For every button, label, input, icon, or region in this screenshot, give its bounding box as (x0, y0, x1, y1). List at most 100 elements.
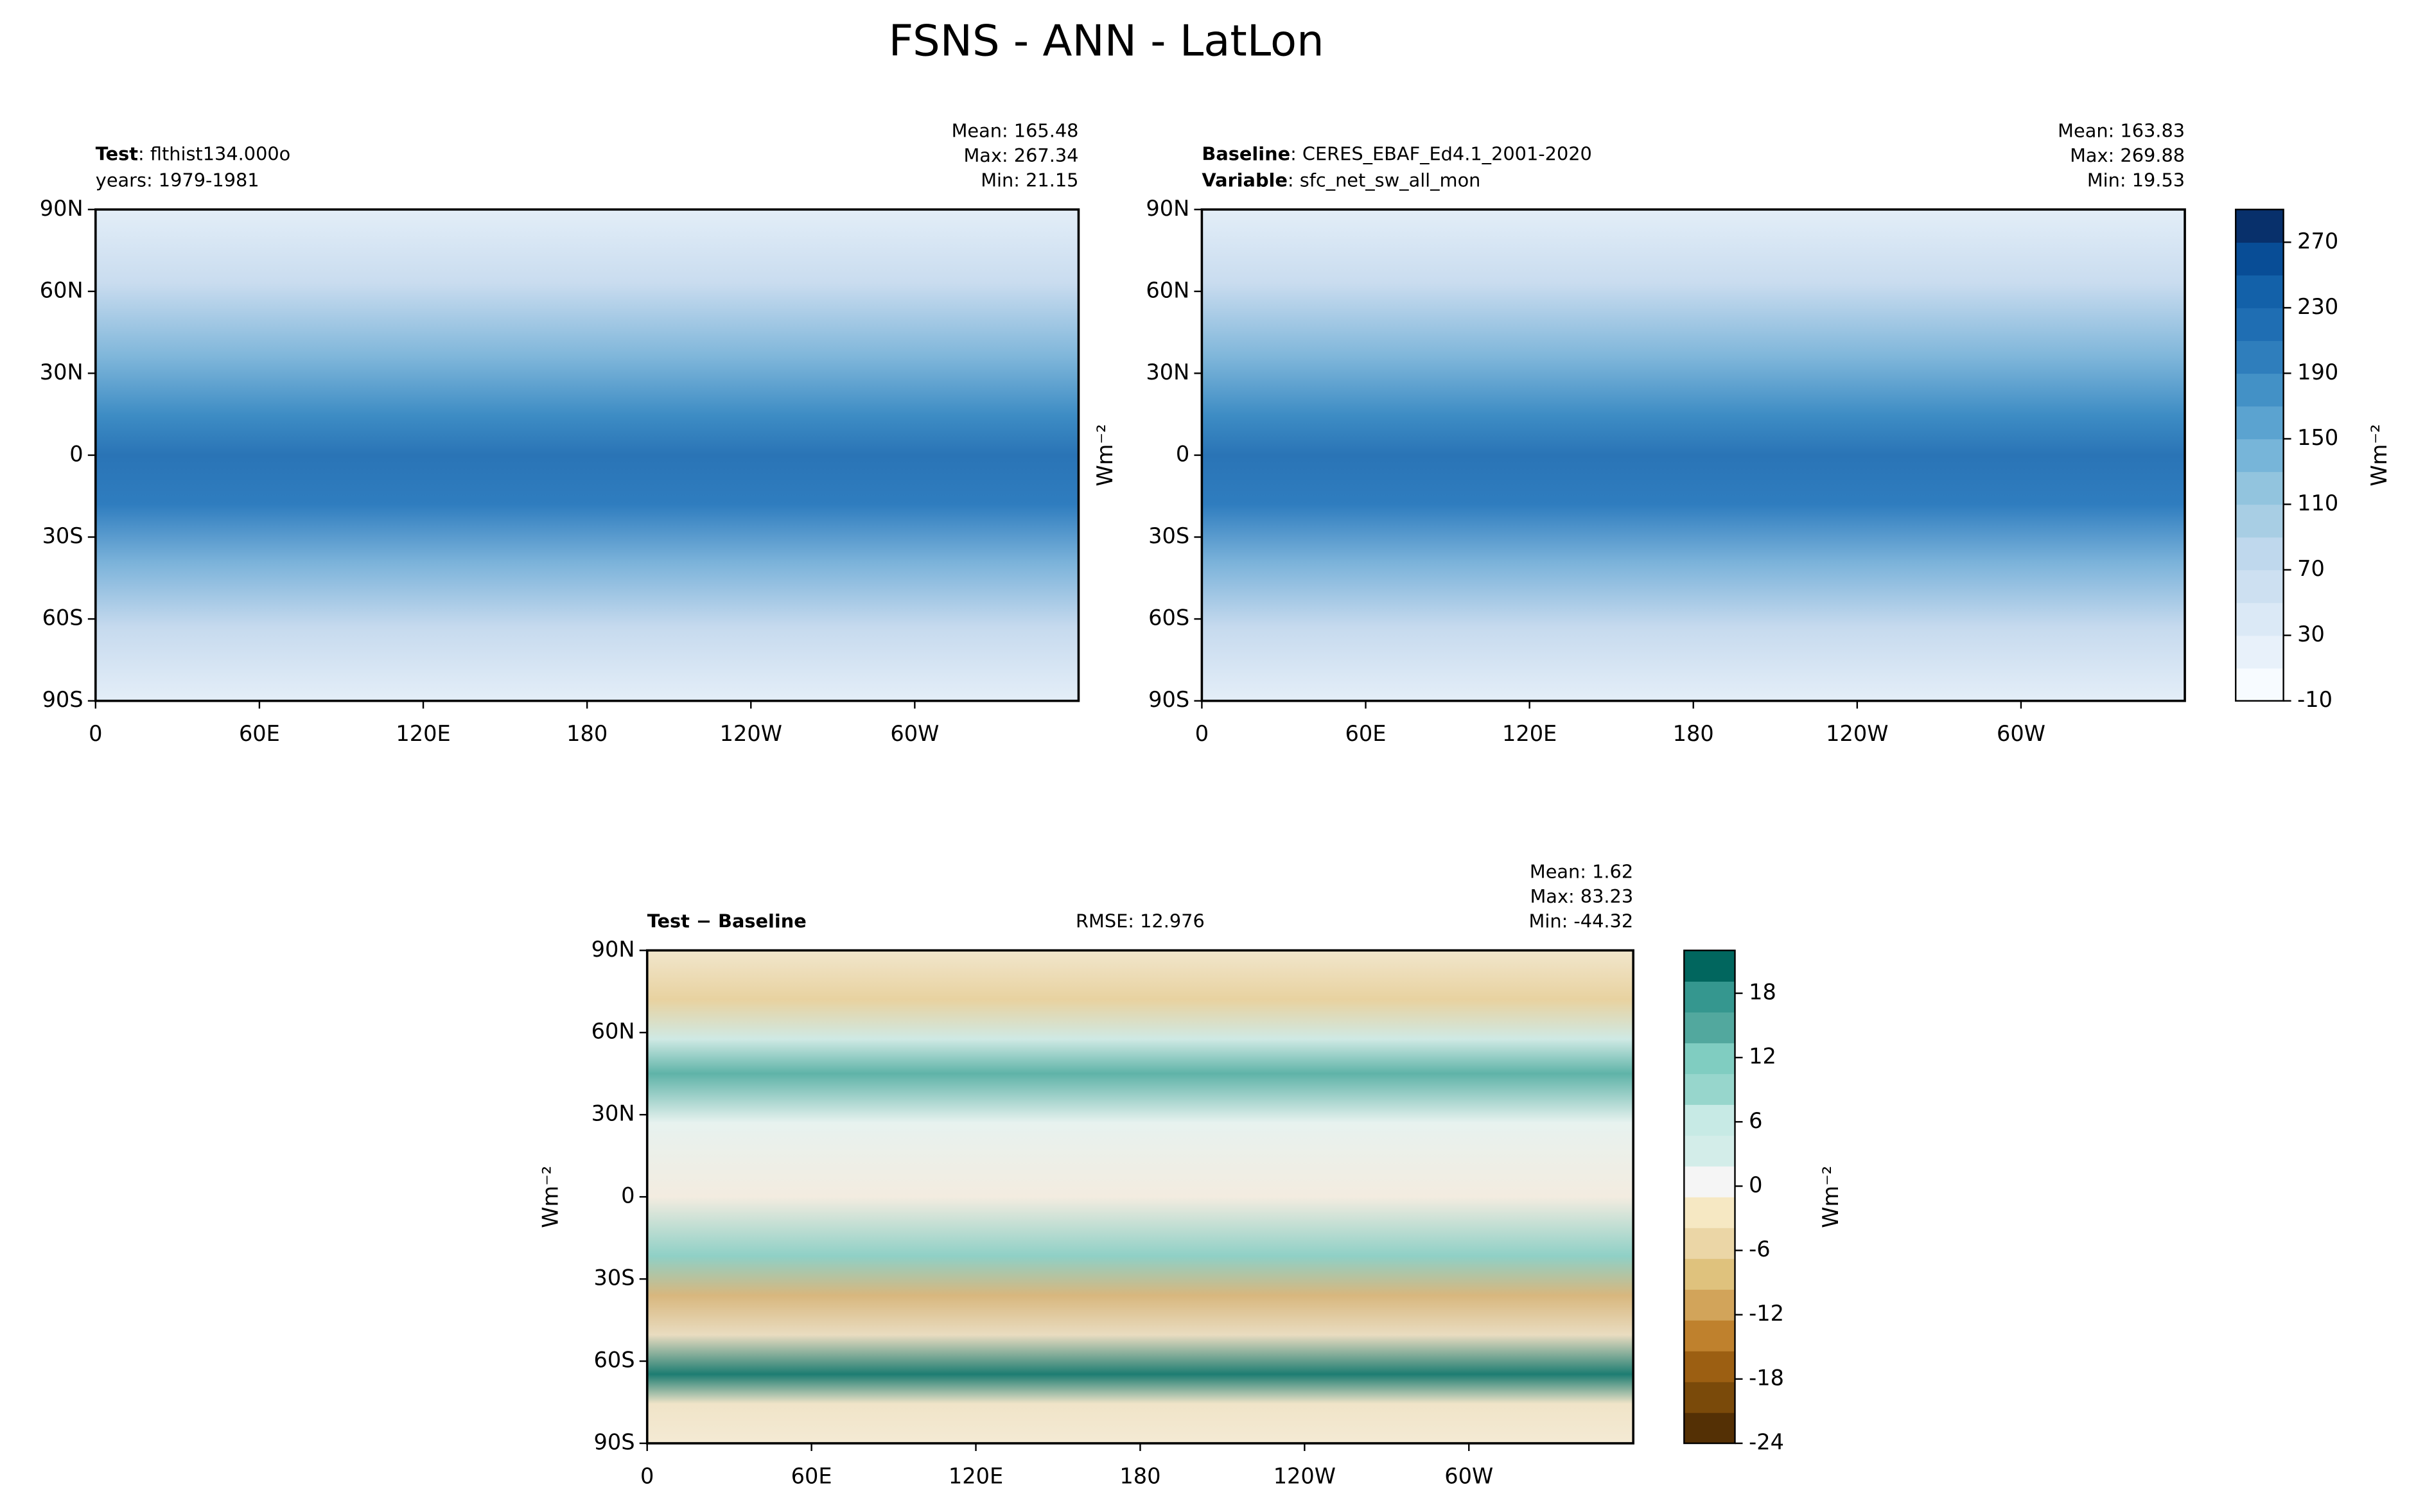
colorbar-tick-label: 110 (2297, 491, 2338, 516)
colorbar-band (2236, 373, 2284, 407)
x-tick-label: 60E (791, 1463, 832, 1488)
x-tick-label: 60W (1444, 1463, 1493, 1488)
header-right: Min: 21.15 (981, 169, 1078, 191)
header-right: Mean: 1.62 (1530, 861, 1633, 883)
colorbar-tick-label: 18 (1749, 980, 1776, 1005)
header-key: Variable (1202, 169, 1288, 191)
colorbar-tick-label: -12 (1749, 1301, 1784, 1326)
colorbar-band (1684, 1073, 1735, 1105)
x-tick-label: 120W (720, 721, 782, 746)
header-right: Min: 19.53 (2087, 169, 2185, 191)
colorbar-band (2236, 308, 2284, 342)
y-tick-label: 30N (591, 1101, 635, 1126)
colorbar-band (1684, 1104, 1735, 1136)
colorbar-band (2236, 242, 2284, 276)
colorbar-band (2236, 602, 2284, 636)
y-tick-label: 90N (40, 196, 83, 221)
colorbar-band (2236, 406, 2284, 440)
y-tick-label: 30S (1148, 523, 1189, 548)
x-tick-label: 180 (566, 721, 608, 746)
y-tick-label: 60N (1146, 277, 1189, 302)
colorbar-band (1684, 1012, 1735, 1043)
y-tick-label: 60S (1148, 605, 1189, 630)
header-right: Min: -44.32 (1529, 910, 1634, 932)
colorbar-band (2236, 275, 2284, 309)
colorbar-tick-label: 190 (2297, 360, 2338, 385)
y-tick-label: 60S (42, 605, 83, 630)
colorbar-tick-label: 12 (1749, 1044, 1776, 1069)
header-left: Baseline: CERES_EBAF_Ed4.1_2001-2020 (1202, 143, 1591, 165)
x-tick-label: 120E (396, 721, 450, 746)
colorbar-tick-label: 0 (1749, 1172, 1762, 1197)
colorbar-tick-label: -18 (1749, 1365, 1784, 1390)
map-field (647, 950, 1634, 1443)
y-tick-label: 60N (40, 277, 83, 302)
x-tick-label: 120E (949, 1463, 1003, 1488)
colorbar-tick-label: 150 (2297, 425, 2338, 450)
header-right: Max: 267.34 (964, 144, 1079, 166)
y-axis-label: Wm⁻² (1092, 424, 1117, 486)
header-right: Mean: 165.48 (952, 120, 1079, 142)
y-tick-label: 0 (69, 441, 83, 466)
x-tick-label: 0 (640, 1463, 654, 1488)
header-key: Baseline (1202, 143, 1290, 165)
y-tick-label: 0 (621, 1183, 635, 1208)
x-tick-label: 0 (1195, 721, 1209, 746)
colorbar-band (1684, 1320, 1735, 1351)
colorbar-band (1684, 1412, 1735, 1444)
header-text: : flthist134.000o (138, 143, 290, 165)
y-tick-label: 90S (42, 687, 83, 712)
colorbar-band (2236, 635, 2284, 669)
x-tick-label: 60E (239, 721, 280, 746)
colorbar-label: Wm⁻² (2367, 424, 2392, 486)
header-text: : sfc_net_sw_all_mon (1288, 169, 1480, 191)
header-text: years: 1979-1981 (96, 169, 259, 191)
colorbar-band (1684, 1382, 1735, 1413)
colorbar-frame (1683, 950, 1736, 1445)
colorbar-band (2236, 537, 2284, 571)
colorbar-tick-label: 230 (2297, 294, 2338, 319)
colorbar-band (1684, 1135, 1735, 1167)
colorbar-tick-label: -6 (1749, 1237, 1770, 1262)
colorbar-band (1684, 950, 1735, 982)
header-right: Max: 83.23 (1530, 885, 1634, 907)
y-tick-label: 30S (42, 523, 83, 548)
x-tick-label: 60W (1997, 721, 2045, 746)
x-tick-label: 60E (1345, 721, 1387, 746)
map-field (1202, 209, 2185, 701)
x-tick-label: 120W (1274, 1463, 1336, 1488)
y-tick-label: 0 (1176, 441, 1189, 466)
colorbar-band (2236, 340, 2284, 374)
colorbar-band (1684, 1351, 1735, 1382)
y-tick-label: 90N (1146, 196, 1189, 221)
colorbar-band (1684, 1166, 1735, 1197)
y-tick-label: 90N (591, 937, 635, 962)
header-text: : CERES_EBAF_Ed4.1_2001-2020 (1290, 143, 1592, 165)
colorbar-tick-label: 270 (2297, 229, 2338, 254)
colorbar-tick-label: -24 (1749, 1429, 1784, 1454)
y-tick-label: 90S (1148, 687, 1189, 712)
colorbar-band (2236, 569, 2284, 604)
y-tick-label: 30N (1146, 360, 1189, 385)
y-tick-label: 60N (591, 1019, 635, 1044)
colorbar-tick-label: 70 (2297, 556, 2325, 581)
x-tick-label: 120W (1826, 721, 1888, 746)
colorbar-band (1684, 1043, 1735, 1074)
figure-title: FSNS - ANN - LatLon (889, 15, 1324, 65)
x-tick-label: 60W (890, 721, 939, 746)
colorbar-band (2236, 668, 2284, 702)
header-key: Test − Baseline (647, 910, 807, 932)
x-tick-label: 180 (1673, 721, 1714, 746)
colorbar-tick-label: 6 (1749, 1108, 1762, 1133)
colorbar-band (1684, 1228, 1735, 1259)
colorbar-band (1684, 981, 1735, 1012)
colorbar-band (2236, 471, 2284, 505)
colorbar-label: Wm⁻² (1818, 1166, 1843, 1228)
map-field (95, 209, 1079, 701)
header-center: RMSE: 12.976 (1076, 910, 1205, 932)
header-left: years: 1979-1981 (96, 169, 259, 191)
header-left: Test: flthist134.000o (96, 143, 290, 165)
colorbar-band (2236, 504, 2284, 538)
